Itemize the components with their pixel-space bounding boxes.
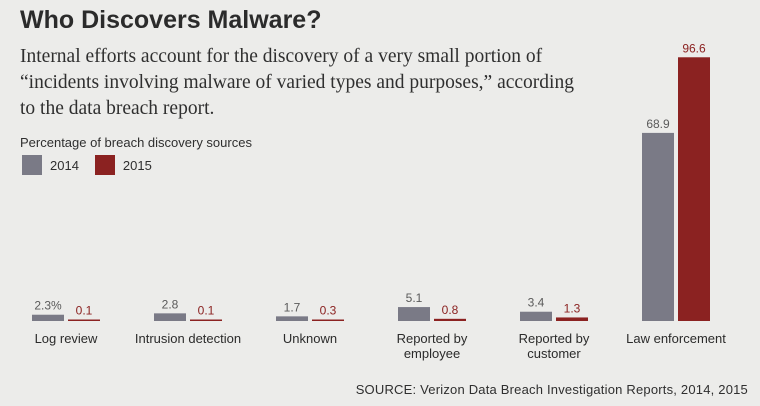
category-label-0-0: Log review — [35, 331, 98, 346]
bar-2015-0 — [68, 319, 100, 321]
bar-2014-3 — [398, 307, 430, 321]
legend: 2014 2015 — [22, 155, 168, 175]
value-label-2014-5: 68.9 — [646, 117, 670, 131]
value-label-2015-1: 0.1 — [198, 304, 215, 318]
value-label-2015-0: 0.1 — [76, 304, 93, 318]
category-label-3-1: employee — [404, 346, 460, 361]
bar-2014-4 — [520, 311, 552, 321]
value-label-2015-5: 96.6 — [682, 41, 706, 55]
value-label-2014-3: 5.1 — [406, 291, 423, 305]
value-label-2015-3: 0.8 — [442, 303, 459, 317]
bar-2015-2 — [312, 319, 344, 321]
legend-item-2015: 2015 — [94, 155, 152, 175]
bar-2014-0 — [32, 314, 64, 321]
bar-2014-1 — [154, 313, 186, 321]
legend-swatch-2015 — [94, 155, 115, 175]
legend-label-2015: 2015 — [122, 157, 152, 173]
category-label-5-0: Law enforcement — [626, 331, 726, 346]
legend-item-2014: 2014 — [22, 155, 79, 175]
legend-swatch-2014 — [22, 155, 42, 175]
value-label-2014-0: 2.3% — [34, 299, 62, 313]
category-label-4-0: Reported by — [519, 331, 590, 346]
value-label-2015-2: 0.3 — [320, 304, 337, 318]
value-label-2014-4: 3.4 — [528, 296, 545, 310]
value-label-2014-1: 2.8 — [162, 297, 179, 311]
category-label-3-0: Reported by — [397, 331, 468, 346]
legend-title: Percentage of breach discovery sources — [20, 135, 252, 150]
bar-2014-2 — [276, 316, 308, 321]
category-label-4-1: customer — [527, 346, 581, 361]
chart-title: Who Discovers Malware? — [20, 6, 322, 34]
bar-2015-1 — [190, 319, 222, 321]
bar-2015-3 — [434, 318, 466, 321]
category-label-2-0: Unknown — [283, 331, 337, 346]
bar-2015-5 — [678, 57, 710, 321]
bar-2015-4 — [556, 317, 588, 321]
source-note: SOURCE: Verizon Data Breach Investigatio… — [355, 382, 748, 397]
value-label-2015-4: 1.3 — [564, 301, 581, 315]
chart-subtitle: Internal efforts account for the discove… — [20, 46, 574, 119]
value-label-2014-2: 1.7 — [284, 300, 301, 314]
bar-2014-5 — [642, 132, 674, 321]
category-label-1-0: Intrusion detection — [135, 331, 241, 346]
legend-label-2014: 2014 — [50, 157, 79, 173]
